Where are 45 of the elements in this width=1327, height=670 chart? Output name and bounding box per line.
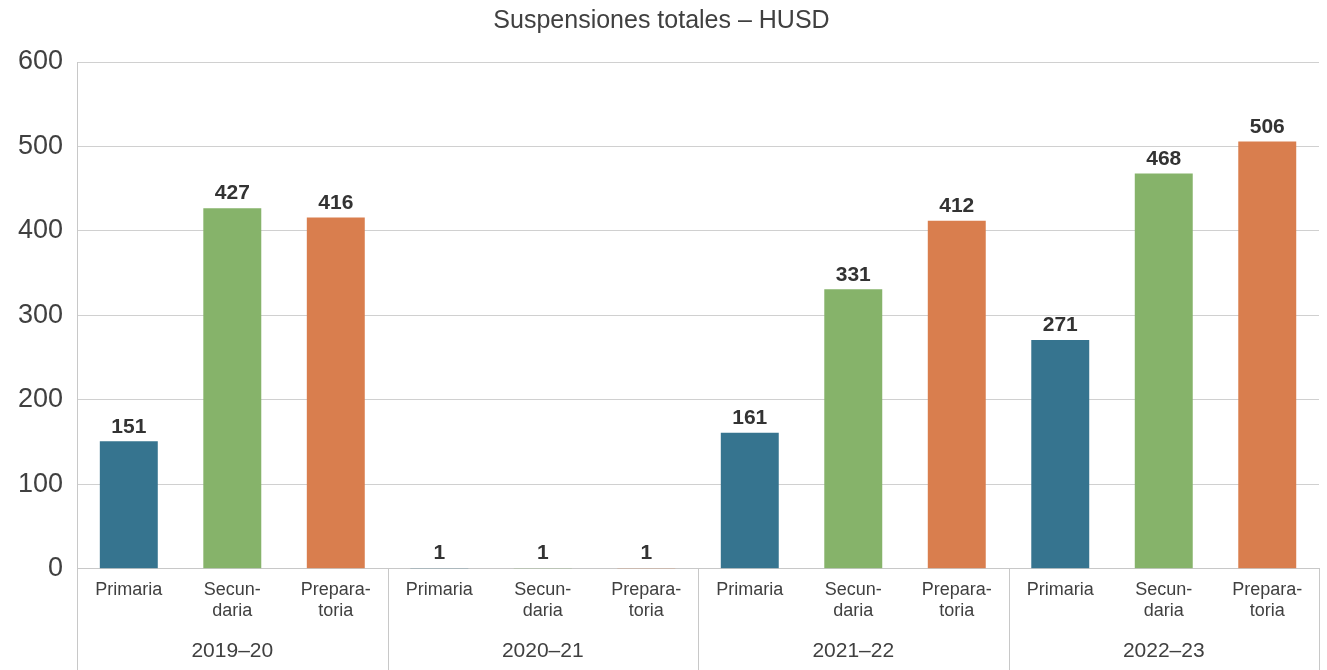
bar — [927, 220, 986, 569]
bar — [99, 441, 158, 569]
x-tick-label: Secun-daria — [1135, 578, 1193, 621]
x-tick-label: Primaria — [95, 578, 164, 599]
x-tick-label: Prepara-toria — [300, 578, 371, 621]
data-label: 427 — [214, 180, 250, 204]
data-label: 1 — [640, 540, 653, 564]
bar — [1238, 141, 1297, 569]
chart-title: Suspensiones totales – HUSD — [493, 4, 830, 33]
y-tick-label: 100 — [17, 467, 64, 498]
bar — [720, 432, 779, 569]
x-tick-label: Prepara-toria — [611, 578, 682, 621]
x-tick-label: Secun-daria — [203, 578, 261, 621]
data-label: 271 — [1042, 312, 1079, 336]
data-label: 412 — [939, 193, 975, 217]
data-label: 151 — [111, 413, 147, 437]
data-label: 331 — [835, 261, 872, 285]
bar — [824, 289, 883, 569]
data-label: 1 — [433, 540, 446, 564]
text: 2020–21 — [501, 637, 584, 661]
bar — [203, 208, 262, 569]
data-label: 1 — [536, 540, 549, 564]
text: 2021–22 — [812, 637, 895, 661]
bar — [1134, 173, 1193, 569]
y-tick-label: 300 — [17, 298, 64, 329]
y-tick-label: 600 — [17, 45, 64, 76]
data-label: 416 — [318, 189, 354, 213]
bar — [306, 217, 365, 569]
y-tick-label: 200 — [17, 383, 64, 414]
data-label: 468 — [1146, 145, 1182, 169]
data-label: 161 — [732, 405, 768, 429]
text: 2022–23 — [1122, 637, 1205, 661]
text: 2019–20 — [191, 637, 274, 661]
x-tick-label: Primaria — [716, 578, 785, 599]
y-tick-label: 500 — [17, 129, 64, 160]
x-tick-label: Secun-daria — [514, 578, 572, 621]
x-tick-label: Prepara-toria — [1232, 578, 1303, 621]
x-tick-label: Primaria — [405, 578, 474, 599]
x-tick-label: Secun-daria — [824, 578, 882, 621]
y-tick-label: 400 — [17, 214, 64, 245]
bar — [1031, 339, 1090, 569]
y-tick-label: 0 — [48, 552, 64, 583]
data-label: 506 — [1249, 113, 1285, 137]
x-tick-label: Primaria — [1026, 578, 1095, 599]
x-tick-label: Prepara-toria — [921, 578, 992, 621]
